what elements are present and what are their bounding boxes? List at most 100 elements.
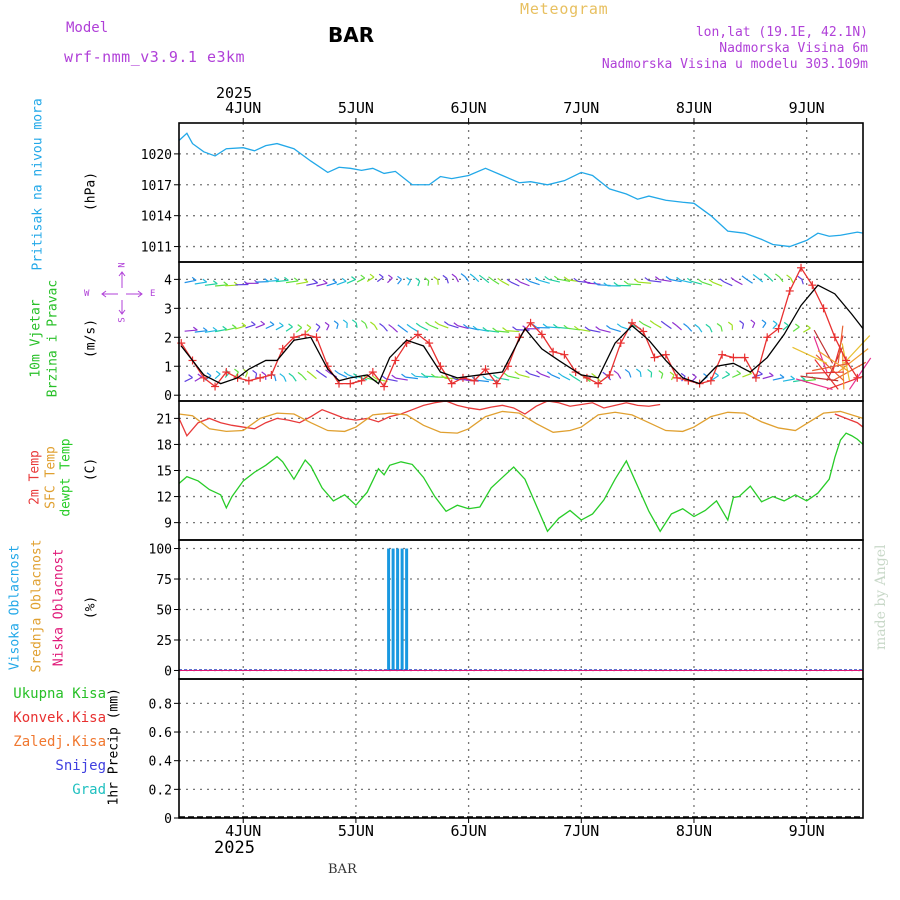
- precip-legend-item: Snijeg: [55, 758, 106, 774]
- wind-arrow-head: [569, 373, 574, 378]
- wind-arrow-strong: [817, 350, 850, 373]
- date-tick-top: 6JUN: [450, 99, 487, 117]
- date-tick-bottom: 7JUN: [563, 822, 600, 840]
- ytick-label-wind: 0: [164, 389, 172, 404]
- wind-arrow: [660, 373, 664, 379]
- compass-w: W: [84, 289, 90, 299]
- date-tick-top: 4JUN: [225, 99, 262, 117]
- series-line-dewpt-temp: [178, 432, 864, 533]
- wind-arrow: [734, 280, 743, 286]
- wind-arrow-head: [557, 372, 563, 377]
- cloud-bar: [391, 548, 395, 671]
- wind-arrow: [234, 371, 239, 378]
- wind-arrow-head: [613, 282, 619, 287]
- wind-arrow: [732, 373, 741, 378]
- wind-arrow-head: [654, 276, 660, 281]
- wind-arrow-head: [697, 278, 703, 283]
- precip-legend-item: Ukupna Kisa: [13, 686, 106, 702]
- panel-frame-precip: [178, 678, 864, 819]
- wind-arrow: [752, 322, 756, 329]
- wind-arrow: [529, 280, 540, 286]
- station-title: BAR: [328, 23, 375, 47]
- ytick-label-wind: 1: [164, 360, 172, 375]
- wind-arrow-head: [758, 370, 763, 375]
- wind-arrow-head: [351, 319, 357, 324]
- wind-arrow: [539, 279, 550, 284]
- wind-arrow-head: [563, 324, 569, 329]
- wind-arrow: [518, 374, 530, 379]
- wind-arrow-head: [649, 320, 655, 325]
- wind-arrow: [648, 279, 662, 283]
- wind-arrow-strong: [814, 359, 839, 390]
- wind-arrow: [194, 330, 208, 333]
- wind-arrow: [204, 283, 218, 286]
- wind-arrow-head: [460, 273, 466, 278]
- wind-arrow-head: [306, 324, 312, 329]
- date-tick-top: 7JUN: [563, 99, 600, 117]
- wind-arrow-head: [202, 327, 208, 332]
- wind-arrow: [326, 325, 330, 331]
- wind-arrow-head: [297, 324, 303, 329]
- wind-arrow-head: [553, 323, 558, 328]
- wind-arrow: [497, 377, 510, 381]
- wind-arrow-head: [514, 371, 520, 376]
- wind-arrow: [681, 376, 686, 382]
- ytick-label-clouds: 25: [156, 634, 172, 649]
- wind-arrow-strong: [792, 346, 828, 364]
- wind-arrow: [782, 324, 789, 331]
- ytick-label-precip: 0.2: [149, 783, 172, 798]
- model-elevation-text: Nadmorska Visina u modelu 303.109m: [601, 57, 868, 72]
- wind-arrow: [397, 278, 402, 285]
- wind-arrow: [638, 281, 652, 284]
- wind-arrow-head: [658, 370, 664, 375]
- wind-arrow-head: [234, 368, 239, 373]
- panel-frame-pressure: [178, 122, 864, 263]
- wind-arrow-head: [425, 321, 430, 326]
- wind-arrow-head: [763, 273, 769, 278]
- wind-arrow-head: [686, 277, 692, 282]
- wind-arrow-head: [411, 372, 416, 377]
- wind-arrow-head: [325, 369, 330, 374]
- wind-arrow-head: [603, 282, 609, 287]
- ytick-label-clouds: 100: [149, 543, 172, 558]
- wind-arrow-head: [493, 374, 498, 379]
- wind-arrow: [721, 373, 730, 380]
- wind-arrow-strong: [795, 378, 833, 390]
- wind-arrow-head: [324, 321, 330, 326]
- wind-arrow-head: [406, 277, 411, 281]
- wind-arrow-head: [705, 323, 711, 328]
- wind-arrow-head: [453, 322, 459, 327]
- wind-arrow: [802, 327, 811, 333]
- date-tick-bottom: 6JUN: [450, 822, 487, 840]
- wind-arrow-head: [591, 373, 596, 377]
- wind-arrow: [548, 278, 561, 283]
- wind-arrow-head: [441, 374, 446, 379]
- wind-arrow-head: [379, 322, 384, 327]
- wind-arrow-head: [488, 276, 493, 281]
- wind-arrow: [551, 374, 561, 380]
- wind-arrow-head: [554, 275, 559, 280]
- wind-arrow-head: [542, 323, 548, 328]
- wind-arrow: [215, 284, 228, 287]
- wind-arrow-head: [342, 319, 348, 324]
- wind-arrow: [285, 280, 299, 284]
- wind-arrow: [767, 276, 774, 282]
- wind-arrow: [617, 373, 622, 379]
- wind-arrow: [285, 326, 293, 332]
- wind-arrow-head: [761, 319, 767, 324]
- wind-arrow-head: [795, 323, 800, 328]
- wind-arrow-head: [775, 273, 780, 278]
- wind-arrow-head: [288, 372, 294, 377]
- wind-arrow: [628, 372, 632, 378]
- wind-arrow: [792, 326, 800, 332]
- wind-arrow: [274, 375, 277, 382]
- wind-arrow-head: [660, 320, 666, 325]
- wind-arrow-head: [284, 276, 289, 281]
- wind-arrow: [336, 280, 347, 286]
- wind-arrow: [214, 373, 221, 380]
- wind-arrow: [438, 323, 449, 329]
- wind-arrow: [235, 325, 246, 330]
- wind-arrow: [385, 378, 398, 382]
- series-line-model: [180, 284, 864, 385]
- wind-arrow: [346, 279, 356, 284]
